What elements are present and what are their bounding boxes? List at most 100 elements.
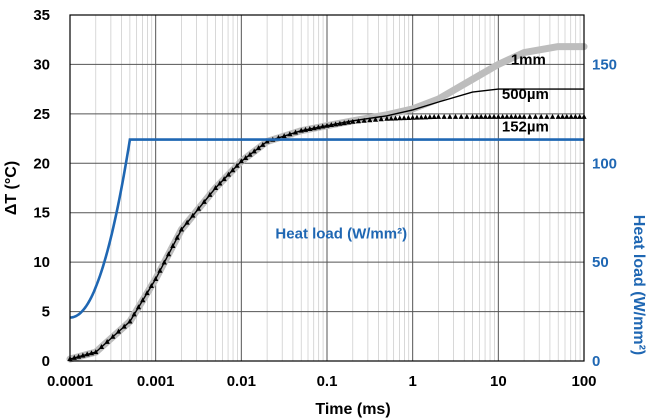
series-152-m-marker	[345, 119, 352, 125]
series-152-m-marker	[212, 185, 219, 190]
y-tick-label: 35	[33, 7, 50, 24]
series-152-m-marker	[427, 114, 433, 120]
series-152-m-marker	[397, 115, 403, 121]
series-152-m-marker	[482, 113, 489, 119]
series-152-m-marker	[165, 251, 172, 257]
series-152-m-marker	[190, 212, 196, 218]
series-152-m-marker	[127, 318, 133, 324]
series-152-m-marker	[414, 114, 420, 120]
series-152-m-marker	[508, 113, 514, 119]
series-152-m-marker	[71, 354, 77, 360]
series-152-m-marker	[487, 113, 493, 119]
plot-border	[69, 14, 585, 362]
series-152-m-marker	[474, 113, 480, 119]
series-152-m-marker	[538, 113, 544, 119]
y-tick-label: 20	[33, 155, 50, 172]
annotation-label: 1mm	[511, 51, 546, 68]
series-152-m-marker	[431, 113, 437, 119]
x-axis-title: Time (ms)	[315, 401, 390, 418]
annotation-label: 152µm	[502, 119, 549, 136]
series-152-m-marker	[512, 113, 519, 119]
series-152-m-marker	[564, 113, 570, 119]
y2-tick-label: 0	[592, 353, 600, 370]
series-152-m-marker	[555, 113, 561, 119]
series-152-m-marker	[140, 297, 146, 303]
series-152-m-marker	[491, 113, 497, 119]
x-tick-label: 0.1	[317, 373, 338, 390]
series-152-m-marker	[98, 343, 105, 349]
series-152-m-marker	[384, 115, 390, 121]
series-152-m-marker	[311, 125, 317, 131]
series-152-m-marker	[355, 118, 362, 124]
series-152-m-marker	[287, 131, 293, 137]
series-152-m-marker	[115, 328, 122, 334]
series-152-m-marker	[378, 116, 384, 122]
x-tick-label: 100	[571, 373, 596, 390]
series-152-m-marker	[337, 120, 343, 126]
series-152-m-marker	[104, 338, 110, 344]
series-152-m-marker	[401, 115, 407, 121]
y-axis-title: ΔT (°C)	[3, 161, 20, 215]
series-152-m-marker	[504, 113, 510, 119]
x-tick-label: 1	[408, 373, 416, 390]
x-tick-label: 0.001	[137, 373, 175, 390]
series-152-m-marker	[418, 114, 424, 120]
y2-tick-label: 100	[592, 155, 617, 172]
series-152-m-marker	[184, 219, 190, 225]
y-tick-label: 25	[33, 106, 50, 123]
series-152-m-marker	[260, 141, 266, 147]
series-152-m-marker	[341, 120, 347, 126]
series-152-m-marker	[238, 158, 244, 164]
series-152-m-marker	[572, 113, 579, 119]
annotation-label: 500µm	[502, 86, 549, 103]
y-tick-label: 5	[42, 304, 50, 321]
series-152-m-marker	[367, 117, 373, 123]
y2-tick-label: 150	[592, 56, 617, 73]
series-152-m-marker	[243, 155, 249, 161]
x-tick-label: 10	[490, 373, 507, 390]
series-152-m-marker	[435, 113, 442, 119]
series-152-m-marker	[577, 113, 583, 119]
series-152-m-marker	[315, 124, 322, 130]
series-152-m-marker	[178, 226, 185, 232]
series-152-m-marker	[320, 123, 326, 129]
series-152-m-marker	[221, 176, 227, 182]
y-tick-label: 30	[33, 56, 50, 73]
series-152-m-marker	[469, 113, 476, 119]
series-152-m-marker	[302, 126, 309, 132]
series-152-m-marker	[148, 283, 154, 289]
series-152-m-marker	[157, 267, 163, 273]
series-152-m-marker	[332, 121, 339, 127]
series-layer	[66, 43, 588, 363]
series-152-m-marker	[264, 138, 270, 144]
axis-layer: 0.0001 0.001 0.01 0.1 1 10 100 0 5 10 15 20 25 30 35 0 5…	[33, 7, 617, 390]
series-152-m-marker	[559, 113, 566, 119]
series-152-m-marker	[478, 113, 484, 119]
series-152-m-marker	[110, 333, 116, 339]
series-152-m-marker	[458, 113, 464, 119]
series-152-m-marker	[350, 118, 356, 124]
series-152-m-marker	[225, 171, 232, 177]
series-152-m-marker	[324, 122, 330, 128]
series-152-m-marker	[500, 113, 506, 119]
series-152-m-marker	[521, 113, 527, 119]
series-heat-load-w-mm--line	[69, 138, 584, 319]
series-152-m-marker	[170, 242, 176, 248]
series-152-m-marker	[527, 113, 533, 119]
series-152-m-marker	[207, 191, 213, 197]
series-152-m-marker	[544, 113, 550, 119]
series-152-m-marker	[153, 275, 159, 281]
y-tick-label: 15	[33, 205, 50, 222]
annotation-label: Heat load (W/mm²)	[275, 225, 407, 242]
series-152-m-marker	[121, 323, 127, 329]
series-152-m-marker	[201, 198, 207, 204]
y2-tick-label: 50	[592, 254, 609, 271]
x-tick-label: 0.01	[227, 373, 256, 390]
series-152-m-marker	[328, 122, 334, 128]
series-152-m-marker	[75, 353, 82, 359]
series-152-m-marker	[195, 205, 202, 211]
series-152-m-marker	[84, 351, 90, 357]
series-152-m-marker	[532, 113, 539, 119]
